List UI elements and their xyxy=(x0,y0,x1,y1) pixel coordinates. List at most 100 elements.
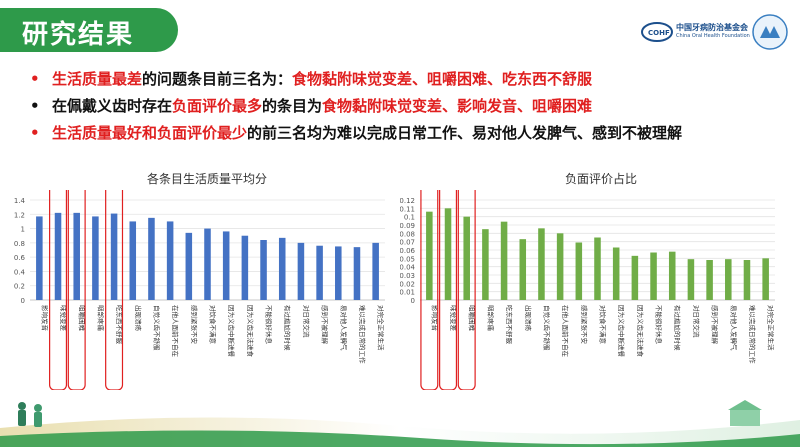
bar xyxy=(687,259,695,300)
y-tick-label: 0 xyxy=(21,297,25,305)
bar xyxy=(148,217,155,300)
y-tick-label: 0 xyxy=(411,297,415,305)
x-tick-label: 在他人面前不自在 xyxy=(561,305,570,358)
x-tick-label: 咀嚼困难 xyxy=(78,305,87,332)
y-tick-label: 1.2 xyxy=(14,211,25,219)
figures-icon xyxy=(18,402,42,427)
x-tick-label: 因为义齿中断进餐 xyxy=(617,305,626,358)
y-tick-label: 0.08 xyxy=(400,230,415,238)
highlight-box xyxy=(457,190,476,390)
bullet-dot-icon: • xyxy=(30,70,40,88)
y-tick-label: 0.1 xyxy=(404,214,415,222)
highlight-box xyxy=(105,190,124,390)
y-tick-label: 0.07 xyxy=(400,239,415,247)
highlight-box xyxy=(420,190,439,390)
bar xyxy=(706,260,713,300)
x-tick-label: 咽部疼痛 xyxy=(486,305,495,332)
x-tick-label: 吃东西不舒服 xyxy=(115,305,124,345)
y-tick-label: 0.12 xyxy=(400,197,415,205)
bar xyxy=(650,252,657,300)
y-tick-label: 0.04 xyxy=(400,264,416,272)
bar xyxy=(631,255,639,300)
landmark-icon xyxy=(728,400,762,426)
x-tick-label: 影响发音 xyxy=(40,305,49,332)
x-tick-label: 味觉变差 xyxy=(59,305,68,332)
x-tick-label: 感到紧张不安 xyxy=(580,305,589,345)
x-tick-label: 在他人面前不自在 xyxy=(171,305,180,358)
x-tick-label: 出现溃疡 xyxy=(134,305,143,332)
logo-icon: COHF xyxy=(641,14,788,50)
chart-quality-score: 0 0.2 0.4 0.6 0.8 1 1.2 1.4 影响发音 味觉变差 咀嚼困难 咽部疼痛 吃东西不… xyxy=(14,190,386,390)
x-tick-label: 对饮食不满意 xyxy=(599,305,608,345)
bar xyxy=(129,221,137,300)
bullet-text: 在佩戴义齿时存在负面评价最多的条目为食物黏附味觉变差、影响发音、咀嚼困难 xyxy=(52,93,592,120)
bar xyxy=(335,246,342,300)
x-tick-label: 咀嚼困难 xyxy=(468,305,477,332)
y-tick-label: 0.01 xyxy=(400,289,415,297)
title-tab: 研究结果 xyxy=(0,8,178,52)
x-tick-label: 不能很好休息 xyxy=(655,305,664,345)
y-tick-label: 0.8 xyxy=(14,240,25,248)
x-tick-label: 有过尴尬的时候 xyxy=(283,305,292,351)
x-tick-label: 感到不被理解 xyxy=(321,305,330,345)
bullet-fragment: 在佩戴义齿时存在 xyxy=(52,97,173,115)
bar xyxy=(54,212,62,300)
chart-title-right: 负面评价占比 xyxy=(565,172,638,186)
bar xyxy=(743,260,751,300)
bar xyxy=(575,242,583,300)
bar xyxy=(185,232,193,300)
x-tick-label: 对日常交流 xyxy=(302,305,311,338)
bullet-item: • 在佩戴义齿时存在负面评价最多的条目为食物黏附味觉变差、影响发音、咀嚼困难 xyxy=(30,93,790,120)
x-tick-label: 有过尴尬的时候 xyxy=(673,305,682,351)
bar xyxy=(538,228,545,300)
bullet-fragment: 食物黏附味觉变差、影响发音、咀嚼困难 xyxy=(322,97,593,115)
highlight-box xyxy=(49,190,68,390)
y-tick-label: 0.2 xyxy=(14,283,25,291)
x-tick-label: 感到不被理解 xyxy=(711,305,720,345)
x-tick-label: 对完全正常生活 xyxy=(377,305,386,351)
x-tick-label: 不能很好休息 xyxy=(265,305,274,345)
x-tick-label: 自觉义齿不舒服 xyxy=(542,305,551,351)
highlight-box xyxy=(439,190,458,390)
x-tick-label: 难以完成日常的工作 xyxy=(358,305,367,364)
x-tick-label: 对日常交流 xyxy=(692,305,701,338)
y-tick-label: 0.05 xyxy=(400,255,415,263)
chart-negative-ratio: 00.010.020.030.040.050.060.070.080.090.1… xyxy=(400,190,776,390)
bar xyxy=(36,216,43,300)
x-tick-label: 吃东西不舒服 xyxy=(505,305,514,345)
logo-badge: COHF xyxy=(648,29,670,37)
x-tick-label: 难以完成日常的工作 xyxy=(748,305,757,364)
x-tick-label: 对饮食不满意 xyxy=(209,305,218,345)
x-tick-label: 自觉义齿不舒服 xyxy=(152,305,161,351)
y-tick-label: 1 xyxy=(21,226,25,234)
y-tick-label: 0.02 xyxy=(400,280,415,288)
x-tick-label: 感到紧张不安 xyxy=(190,305,199,345)
bar xyxy=(110,213,118,300)
x-tick-label: 因为义齿无法进食 xyxy=(636,305,645,358)
chart-title-left: 各条目生活质量平均分 xyxy=(147,172,268,186)
bar xyxy=(278,237,286,300)
x-tick-label: 影响发音 xyxy=(430,305,439,332)
bar xyxy=(204,228,211,300)
x-tick-label: 出现溃疡 xyxy=(524,305,533,332)
bottom-decoration xyxy=(0,400,800,447)
bullet-fragment: 生活质量最好和负面评价最少 xyxy=(52,124,248,142)
bar xyxy=(372,242,379,300)
bar xyxy=(166,221,174,300)
x-tick-label: 味觉变差 xyxy=(449,305,458,332)
bar xyxy=(426,211,433,300)
x-tick-label: 对完全正常生活 xyxy=(767,305,776,351)
bullet-item: • 生活质量最差的问题条目前三名为：食物黏附味觉变差、咀嚼困难、吃东西不舒服 xyxy=(30,66,790,93)
bar xyxy=(500,221,508,300)
bullet-fragment: 生活质量最差 xyxy=(52,70,143,88)
bullet-fragment: 食物黏附味觉变差、咀嚼困难、吃东西不舒服 xyxy=(292,70,593,88)
x-tick-label: 因为义齿中断进餐 xyxy=(227,305,236,358)
x-tick-label: 咽部疼痛 xyxy=(96,305,105,332)
bullet-fragment: 的条目为 xyxy=(262,97,323,115)
bar xyxy=(762,258,769,300)
bullet-dot-icon: • xyxy=(30,97,40,115)
y-tick-label: 0.11 xyxy=(400,205,415,213)
bar xyxy=(222,231,230,300)
bar xyxy=(297,242,305,300)
bullet-fragment: 负面评价最多 xyxy=(172,97,263,115)
